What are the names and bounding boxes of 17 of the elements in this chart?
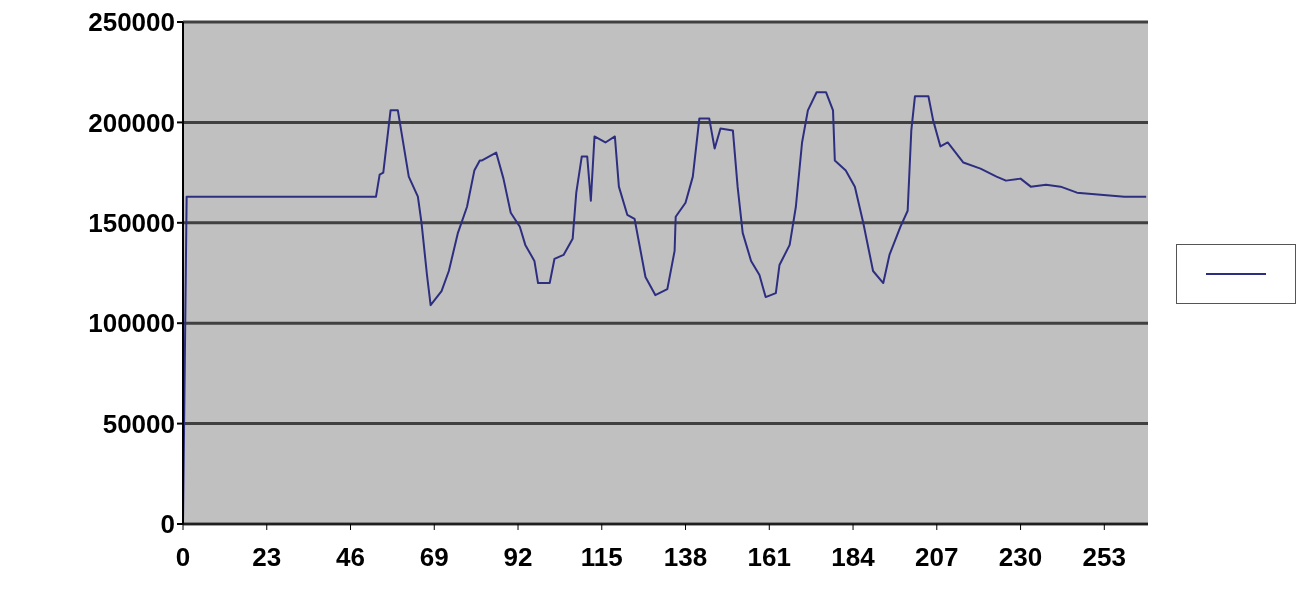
x-tick-label: 92 bbox=[503, 542, 533, 573]
y-tick-label: 200000 bbox=[88, 107, 175, 138]
x-tick-label: 23 bbox=[252, 542, 282, 573]
y-tick-label: 100000 bbox=[88, 308, 175, 339]
y-tick-label: 0 bbox=[160, 509, 175, 540]
x-tick-label: 115 bbox=[580, 542, 623, 573]
x-tick-label: 207 bbox=[915, 542, 959, 573]
y-tick-label: 150000 bbox=[88, 208, 175, 239]
x-tick-label: 138 bbox=[663, 542, 708, 573]
x-tick-label: 230 bbox=[998, 542, 1043, 573]
x-tick-label: 184 bbox=[831, 542, 876, 573]
y-tick-label: 50000 bbox=[102, 408, 175, 439]
x-tick-label: 161 bbox=[747, 542, 791, 573]
x-tick-label: 46 bbox=[336, 542, 365, 573]
x-tick-label: 69 bbox=[419, 542, 449, 573]
y-tick-label: 250000 bbox=[88, 7, 175, 38]
x-tick-label: 253 bbox=[1082, 542, 1126, 573]
